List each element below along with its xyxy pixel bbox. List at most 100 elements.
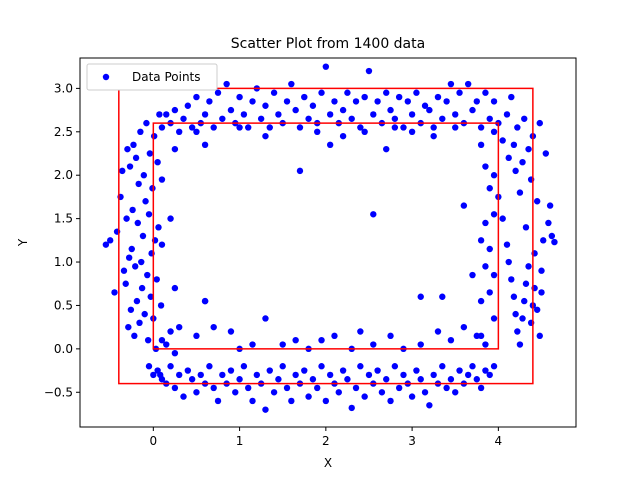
data-point [482,341,489,348]
data-point [490,315,498,322]
data-point [477,384,485,392]
data-point [176,323,183,331]
data-point [236,93,243,101]
data-point [156,111,163,118]
data-point [296,124,304,131]
data-point [125,323,132,331]
data-point [305,115,312,122]
data-point [326,111,334,118]
data-point [505,154,512,162]
data-point [439,115,446,122]
data-point [482,367,489,374]
data-point [130,141,137,149]
x-tick-label: 4 [495,434,503,448]
data-point [326,371,334,379]
data-point [477,297,485,305]
data-point [245,124,252,131]
data-point [516,341,524,348]
data-point [546,202,554,209]
y-tick-label: 1.5 [54,212,73,226]
data-point [387,106,394,114]
data-point [378,389,386,396]
data-point [144,336,152,344]
data-point [512,310,519,318]
data-point [426,106,433,114]
inner-rectangle [152,122,500,350]
data-point [365,371,373,379]
data-point [292,336,299,344]
data-point [348,404,355,412]
data-point [134,219,141,227]
data-point [395,93,403,101]
data-point [318,336,325,344]
data-point [374,367,381,374]
y-tick-label: 2.5 [54,125,73,139]
data-point [331,98,338,105]
data-point [201,141,209,149]
data-point [545,219,552,227]
data-point [499,137,506,144]
data-point [150,371,157,379]
data-point [322,63,330,70]
data-point [150,132,158,140]
data-point [210,323,217,331]
data-point [413,367,420,374]
data-point [145,363,153,370]
data-point [391,363,399,370]
data-point [486,289,493,296]
data-point [176,371,183,379]
data-point [413,89,420,96]
data-point [540,237,547,244]
data-point [133,297,141,305]
data-point [219,371,226,379]
data-point [370,111,377,118]
data-point [482,163,489,170]
data-point [157,302,165,309]
legend-marker-data-points [102,73,110,81]
data-point [214,397,222,405]
data-point [138,258,145,266]
data-point [292,371,299,379]
rectangles-layer [118,87,534,385]
y-tick-label: 0.5 [54,298,73,312]
data-point [210,384,217,392]
data-point [361,393,368,400]
data-point [167,328,174,335]
data-point [361,128,368,135]
data-point [490,363,498,370]
data-point [512,167,519,175]
data-point [305,393,312,400]
data-point [129,206,136,214]
data-point [236,376,243,383]
data-point [132,154,140,162]
data-point [301,367,308,374]
data-point [503,111,511,118]
data-point [318,363,325,370]
data-point [490,271,498,279]
data-point [473,98,480,105]
data-point [106,237,114,244]
data-point [296,167,304,175]
data-point [525,145,532,153]
outer-rectangle [118,87,534,385]
data-point [490,172,498,179]
data-point [374,98,381,105]
data-point [262,132,269,140]
data-point [270,89,278,96]
data-point [262,102,269,109]
y-axis: −0.5 0.0 0.5 1.0 1.5 2.0 2.5 3.0 [44,81,80,399]
data-point [439,363,446,370]
data-point [193,93,200,101]
data-point [122,280,129,287]
data-point [477,141,485,149]
data-point [464,371,472,379]
data-point [193,332,200,340]
x-axis: 0 1 2 3 4 [150,427,503,448]
data-point [348,115,355,122]
data-point [477,237,485,244]
data-point [443,98,450,105]
data-point [525,263,532,270]
data-point [136,319,143,327]
data-point [275,111,282,118]
data-point [158,376,166,383]
